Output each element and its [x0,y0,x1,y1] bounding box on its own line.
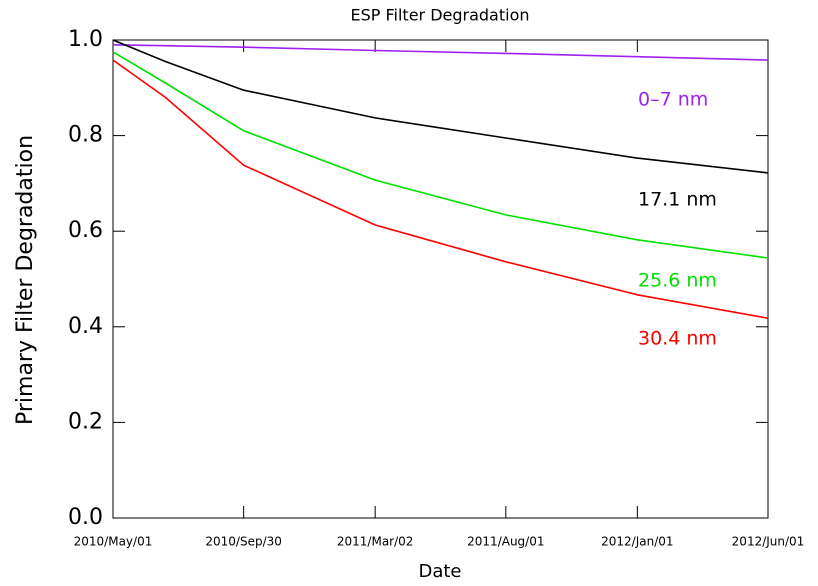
y-axis-title: Primary Filter Degradation [13,135,38,425]
x-axis-title: Date [418,561,461,582]
series-label: 0–7 nm [638,89,708,111]
y-tick-label: 0.4 [68,314,103,339]
y-tick-label: 0.8 [68,123,103,148]
y-tick-label: 0.0 [68,505,103,530]
series-label: 17.1 nm [638,189,717,211]
x-tick-label: 2010/Sep/30 [205,535,282,549]
series-line [112,59,769,319]
series-label: 25.6 nm [638,270,717,292]
x-tick-label: 2012/Jun/01 [732,535,805,549]
chart-title: ESP Filter Degradation [350,6,529,25]
y-tick-label: 1.0 [68,27,103,52]
y-tick-label: 0.2 [68,409,103,434]
series-line [112,51,769,259]
series-label: 30.4 nm [638,328,717,350]
x-tick-label: 2011/Aug/01 [467,535,544,549]
plot-frame [112,39,769,519]
series-line [112,39,769,174]
y-tick-label: 0.6 [68,218,103,243]
x-tick-label: 2010/May/01 [74,535,153,549]
x-tick-label: 2012/Jan/01 [601,535,673,549]
series-line [112,44,769,61]
x-tick-label: 2011/Mar/02 [337,535,414,549]
